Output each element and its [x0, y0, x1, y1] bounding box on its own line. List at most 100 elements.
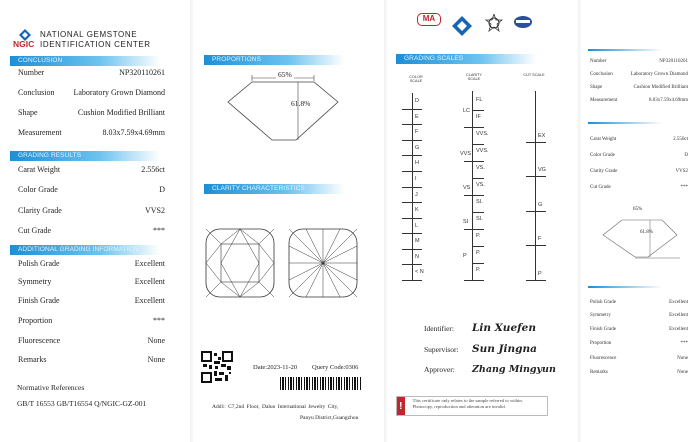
right-row-symmetry: Symmetry Excellent — [590, 313, 688, 318]
depth-percentage-small: 61.8% — [640, 230, 653, 235]
row-polish: Polish Grade Excellent — [18, 259, 165, 268]
section-header-additional: ADDITIONAL GRADING INFORMATION — [10, 245, 160, 255]
label: Proportion — [590, 341, 612, 346]
diamond-logo-icon — [19, 29, 31, 41]
color-grade-label: E — [415, 113, 419, 120]
divider — [588, 122, 663, 124]
role-label: Identifier: — [424, 324, 454, 333]
value: 2.556ct — [141, 165, 165, 174]
cut-grade-label: P — [538, 271, 542, 277]
label: Conclusion — [590, 72, 613, 77]
fold-line — [190, 0, 193, 442]
value: None — [677, 370, 688, 375]
value: Excellent — [669, 327, 688, 332]
logo-text: NGIC — [13, 39, 35, 49]
right-row-finish: Finish Grade Excellent — [590, 327, 688, 332]
section-header-proportions: PROPORTIONS — [204, 55, 344, 65]
color-grade-label: I — [415, 175, 417, 182]
value: Cushion Modified Brilliant — [77, 108, 165, 117]
qr-code[interactable] — [201, 351, 233, 383]
label: Number — [18, 68, 45, 77]
signature: Lin Xuefen — [472, 322, 536, 334]
color-scale-tick — [402, 139, 422, 141]
org-name-line1: NATIONAL GEMSTONE — [40, 30, 138, 39]
value: 2.556ct — [673, 137, 688, 142]
clarity-scale-tick — [464, 195, 484, 196]
right-row-proportion: Proportion *** — [590, 341, 688, 346]
normative-references-title: Normative References — [17, 383, 85, 392]
label: Carat Weight — [590, 137, 617, 142]
value: 8.03x7.59x4.69mm — [648, 98, 688, 103]
divider — [588, 49, 663, 51]
value: None — [677, 356, 688, 361]
value: Excellent — [669, 313, 688, 318]
row-measurement: Measurement 8.03x7.59x4.69mm — [18, 128, 165, 137]
value: Excellent — [134, 277, 165, 286]
query-code: Query Code:0306 — [312, 364, 359, 371]
clarity-grade-label: VS. — [476, 182, 485, 188]
clarity-grade-label: P. — [476, 267, 481, 273]
cma-logo: MA — [417, 13, 441, 26]
cut-grade-label: VG — [538, 167, 546, 174]
label: Cut Grade — [18, 226, 52, 235]
panel-left — [0, 0, 192, 442]
label: Color Grade — [18, 185, 58, 194]
org-name-line2: IDENTIFICATION CENTER — [40, 40, 151, 49]
exclamation-icon: ! — [397, 397, 405, 415]
color-grade-label: K — [415, 207, 419, 214]
label: Clarity Grade — [18, 206, 62, 215]
clarity-group-label: P — [463, 252, 467, 259]
clarity-group-label: LC — [463, 108, 471, 114]
normative-references: GB/T 16553 GB/T16554 Q/NGIC-GZ-001 — [17, 399, 147, 408]
label: Fluorescence — [590, 356, 617, 361]
clarity-grade-label: P. — [476, 233, 481, 239]
right-row-fluorescence: Fluorescence None — [590, 356, 688, 361]
clarity-scale-tick — [464, 280, 484, 281]
barcode — [280, 377, 362, 390]
value: D — [159, 185, 165, 194]
warning-text: This certificate only relates to the sam… — [412, 398, 523, 409]
row-fluorescence: Fluorescence None — [18, 336, 165, 345]
cut-grade-label: EX — [538, 132, 546, 139]
cut-scale-tick — [526, 210, 546, 212]
clarity-grade-label: SI. — [476, 199, 483, 205]
role-label: Supervisor: — [424, 345, 459, 354]
row-carat: Carat Weight 2.556ct — [18, 165, 165, 174]
row-shape: Shape Cushion Modified Brilliant — [18, 108, 165, 117]
value: None — [147, 355, 165, 364]
signature-row: Supervisor: Sun Jingna — [424, 343, 556, 364]
color-grade-label: D — [415, 98, 419, 104]
value: Cushion Modified Brilliant — [633, 85, 688, 90]
color-grade-label: < N — [415, 269, 424, 276]
clarity-grade-label: IF — [476, 114, 481, 120]
right-row-clarity: Clarity Grade VVS2 — [590, 169, 688, 174]
clarity-grade-label: FL — [476, 97, 483, 103]
color-scale-title: COLOR SCALE — [409, 75, 423, 83]
cut-grade-label: G — [538, 201, 543, 208]
row-color: Color Grade D — [18, 185, 165, 194]
cut-scale-line — [535, 91, 536, 280]
right-row-measurement: Measurement 8.03x7.59x4.69mm — [590, 98, 688, 103]
right-row-polish: Polish Grade Excellent — [590, 300, 688, 305]
value: Excellent — [134, 259, 165, 268]
color-scale-tick — [402, 170, 422, 172]
clarity-scale-tick — [464, 161, 484, 162]
clarity-scale-title: CLARITY SCALE — [465, 73, 483, 81]
ngic-logo — [19, 28, 31, 41]
cut-scale-tick — [526, 176, 546, 178]
label: Shape — [590, 85, 603, 90]
label: Symmetry — [18, 277, 52, 286]
label: Measurement — [18, 128, 62, 137]
clarity-group-label: VVS — [460, 150, 472, 157]
label: Remarks — [18, 355, 47, 364]
label: Conclusion — [18, 88, 55, 97]
label: Shape — [18, 108, 38, 117]
clarity-group-label: SI — [463, 218, 469, 225]
address-line2: Panyu District,Guangzhou — [300, 415, 359, 421]
section-header-clarity-characteristics: CLARITY CHARACTERISTICS — [204, 184, 344, 194]
label: Fluorescence — [18, 336, 61, 345]
value: *** — [153, 226, 165, 235]
clarity-scale-tick — [464, 229, 484, 230]
label: Proportion — [18, 316, 53, 325]
cut-scale-title: CUT SCALE — [523, 73, 545, 77]
